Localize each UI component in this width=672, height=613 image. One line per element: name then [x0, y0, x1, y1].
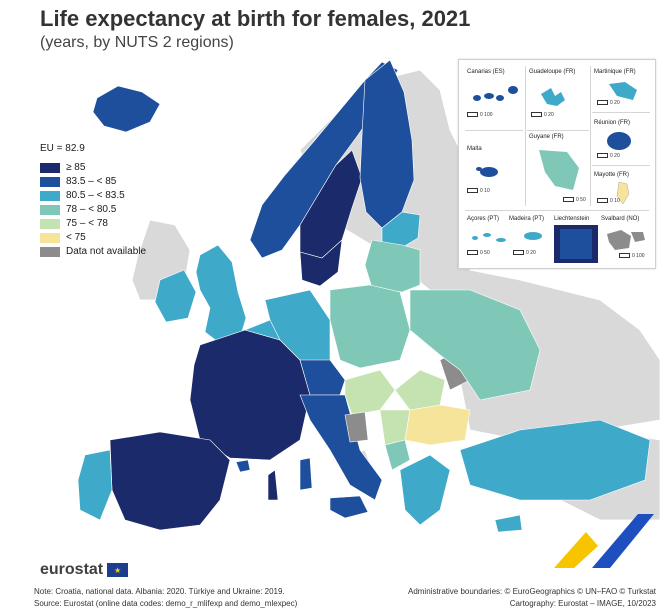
inset-guadeloupe-label: Guadeloupe (FR): [529, 69, 576, 75]
legend: EU = 82.9 ≥ 85 83.5 – < 85 80.5 – < 83.5 78…: [40, 143, 190, 259]
inset-mayotte-scale: 0 10: [597, 198, 620, 204]
inset-acores-label: Açores (PT): [467, 216, 500, 222]
map-subtitle: (years, by NUTS 2 regions): [40, 34, 234, 51]
inset-canarias-map: [473, 86, 518, 101]
legend-label: < 75: [66, 232, 86, 243]
legend-item: 78 – < 80.5: [40, 203, 190, 216]
region-eastern: [409, 289, 541, 401]
inset-liechtenstein-label: Liechtenstein: [554, 216, 590, 222]
legend-item: 80.5 – < 83.5: [40, 189, 190, 202]
inset-reunion-map: [607, 132, 631, 150]
legend-item: Data not available: [40, 245, 190, 258]
inset-acores-map: [472, 233, 506, 242]
legend-eu-average: EU = 82.9: [40, 143, 85, 154]
footer-admin-boundaries: Administrative boundaries: © EuroGeograp…: [407, 587, 656, 596]
inset-guyane-label: Guyane (FR): [529, 134, 564, 140]
legend-label: ≥ 85: [66, 162, 86, 173]
inset-reunion-label: Réunion (FR): [594, 120, 631, 126]
eurostat-logo: eurostat ★: [40, 561, 129, 579]
inset-guyane-scale: 0 50: [563, 197, 586, 203]
inset-canarias-scale: 0 100: [467, 112, 493, 118]
legend-item: < 75: [40, 231, 190, 244]
legend-swatch: [40, 218, 60, 229]
region-baltics: [364, 239, 421, 293]
inset-reunion-scale: 0 20: [597, 153, 620, 159]
region-southeast: [399, 419, 651, 533]
legend-item: 83.5 – < 85: [40, 175, 190, 188]
inset-canarias-label: Canarias (ES): [467, 69, 505, 75]
inset-malta-map: [476, 167, 498, 177]
inset-guyane-map: [539, 150, 579, 190]
legend-label: 75 – < 78: [66, 218, 108, 229]
inset-malta-label: Malta: [467, 146, 482, 152]
brand-stripes: [554, 514, 654, 568]
inset-martinique-map: [609, 82, 637, 100]
inset-madeira-scale: 0 20: [513, 250, 536, 256]
region-uk-ireland: [154, 244, 247, 346]
inset-svalbard-map: [607, 230, 645, 250]
eu-flag-icon: ★: [107, 563, 129, 577]
inset-liechtenstein-map: [554, 225, 598, 263]
legend-swatch: [40, 204, 60, 215]
map-title: Life expectancy at birth for females, 20…: [40, 6, 471, 31]
region-italy: [299, 394, 383, 519]
inset-mayotte-map: [616, 181, 630, 205]
footer-cartography: Cartography: Eurostat – IMAGE, 10/2023: [509, 599, 656, 608]
legend-label: 80.5 – < 83.5: [66, 190, 125, 201]
inset-acores-scale: 0 50: [467, 250, 490, 256]
legend-swatch: [40, 176, 60, 187]
inset-svalbard-label: Svalbard (NO): [601, 216, 640, 222]
legend-items: ≥ 85 83.5 – < 85 80.5 – < 83.5 78 – < 80.5 7…: [40, 161, 190, 258]
legend-swatch: [40, 246, 60, 257]
inset-madeira-map: [524, 232, 542, 240]
inset-mayotte-label: Mayotte (FR): [594, 172, 630, 178]
legend-label: 83.5 – < 85: [66, 176, 117, 187]
legend-swatch: [40, 232, 60, 243]
footer-note: Note: Croatia, national data. Albania: 2…: [34, 587, 285, 596]
region-western-europe: [189, 289, 346, 461]
region-iberia: [77, 431, 279, 531]
inset-guadeloupe-map: [541, 88, 565, 106]
inset-guadeloupe-scale: 0 20: [531, 112, 554, 118]
region-nordic: [249, 59, 421, 287]
legend-swatch: [40, 162, 60, 173]
inset-panel: Canarias (ES) 0 100 Guadeloupe (FR) 0 20…: [458, 59, 656, 269]
legend-swatch: [40, 190, 60, 201]
legend-item: ≥ 85: [40, 161, 190, 174]
inset-martinique-scale: 0 20: [597, 100, 620, 106]
eurostat-logo-text: eurostat: [40, 561, 104, 578]
legend-label: Data not available: [66, 246, 147, 257]
inset-malta-scale: 0 10: [467, 188, 490, 194]
inset-martinique-label: Martinique (FR): [594, 69, 636, 75]
inset-madeira-label: Madeira (PT): [509, 216, 545, 222]
footer-source: Source: Eurostat (online data codes: dem…: [34, 599, 298, 608]
inset-svalbard-scale: 0 100: [619, 253, 645, 259]
legend-label: 78 – < 80.5: [66, 204, 117, 215]
legend-item: 75 – < 78: [40, 217, 190, 230]
region-iceland: [92, 85, 161, 133]
